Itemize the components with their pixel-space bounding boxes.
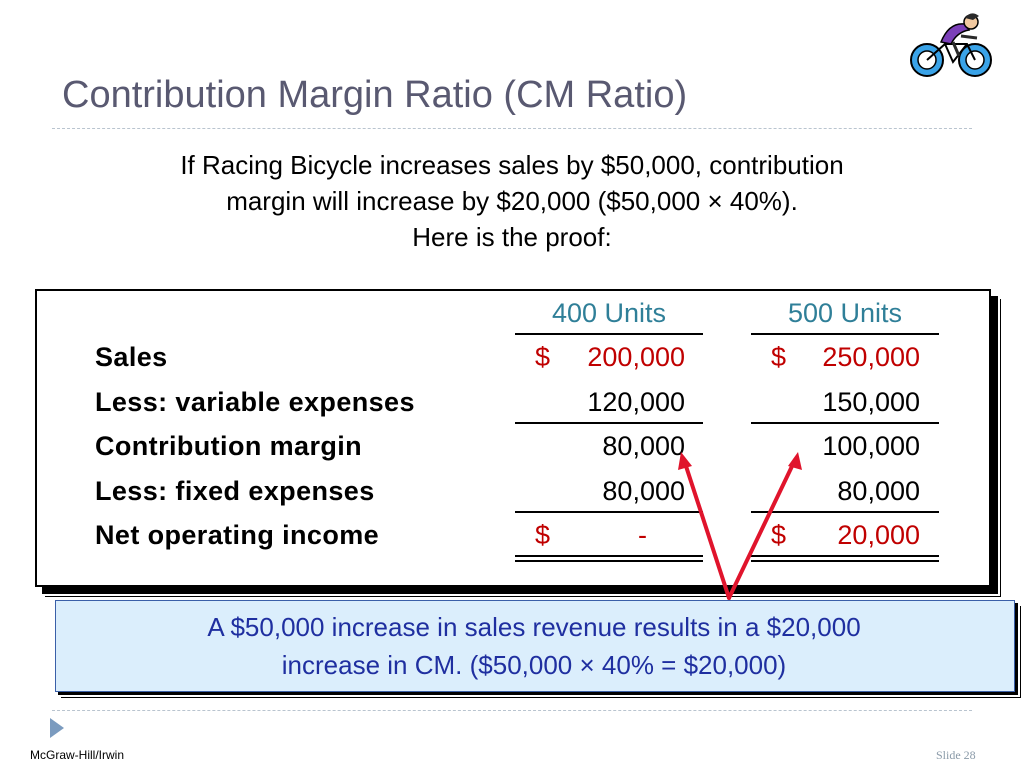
bicycle-clipart-icon xyxy=(910,13,992,77)
row-label-sales: Sales xyxy=(95,342,168,372)
double-underline xyxy=(751,555,939,557)
row-label-variable-expenses: Less: variable expenses xyxy=(95,387,415,417)
callout-line-2: increase in CM. ($50,000 × 40% = $20,000… xyxy=(281,650,787,680)
intro-text: If Racing Bicycle increases sales by $50… xyxy=(40,147,984,255)
sales-400-value: 200,000 xyxy=(587,342,685,372)
slide-number: Slide 28 xyxy=(936,748,976,762)
column-header-500-units: 500 Units xyxy=(787,298,903,328)
income-statement-box xyxy=(35,289,991,587)
row-label-fixed-expenses: Less: fixed expenses xyxy=(95,476,375,506)
footer-publisher: McGraw-Hill/Irwin xyxy=(30,748,124,762)
next-slide-triangle-icon[interactable] xyxy=(50,718,64,738)
intro-line-1: If Racing Bicycle increases sales by $50… xyxy=(180,150,844,180)
header-underline xyxy=(515,333,703,335)
fixed-expenses-500-value: 80,000 xyxy=(837,476,920,506)
subtotal-rule xyxy=(751,511,939,513)
row-label-net-operating-income: Net operating income xyxy=(95,520,380,550)
title-divider xyxy=(52,128,972,129)
intro-line-2: margin will increase by $20,000 ($50,000… xyxy=(226,186,798,216)
callout-box xyxy=(55,600,1015,692)
sales-dollar-sign: $ xyxy=(535,342,551,372)
column-header-400-units: 400 Units xyxy=(551,298,667,328)
header-underline xyxy=(751,333,939,335)
net-income-dollar-sign: $ xyxy=(771,520,787,550)
subtotal-rule xyxy=(515,511,703,513)
net-income-dollar-sign: $ xyxy=(535,520,551,550)
net-income-400-value: - xyxy=(638,520,647,550)
sales-500-value: 250,000 xyxy=(822,342,920,372)
slide-title: Contribution Margin Ratio (CM Ratio) xyxy=(62,74,688,116)
footer-divider xyxy=(52,710,972,711)
double-underline xyxy=(515,560,703,562)
double-underline xyxy=(515,555,703,557)
double-underline xyxy=(751,560,939,562)
callout-text: A $50,000 increase in sales revenue resu… xyxy=(60,608,1008,684)
contribution-margin-400-value: 80,000 xyxy=(602,431,685,461)
variable-expenses-500-value: 150,000 xyxy=(822,387,920,417)
sales-dollar-sign: $ xyxy=(771,342,787,372)
variable-expenses-400-value: 120,000 xyxy=(587,387,685,417)
row-label-contribution-margin: Contribution margin xyxy=(95,431,363,461)
contribution-margin-500-value: 100,000 xyxy=(822,431,920,461)
intro-line-3: Here is the proof: xyxy=(412,222,612,252)
subtotal-rule xyxy=(515,422,703,424)
fixed-expenses-400-value: 80,000 xyxy=(602,476,685,506)
net-income-500-value: 20,000 xyxy=(837,520,920,550)
subtotal-rule xyxy=(751,422,939,424)
callout-line-1: A $50,000 increase in sales revenue resu… xyxy=(207,612,861,642)
